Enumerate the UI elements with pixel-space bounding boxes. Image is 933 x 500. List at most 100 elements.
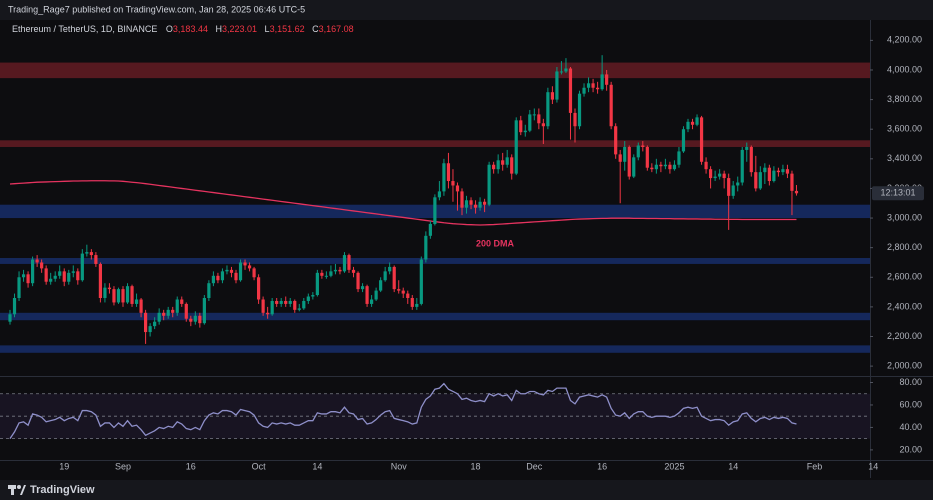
- candle-body: [505, 157, 509, 165]
- candle-body: [483, 201, 487, 205]
- candle-body: [713, 176, 717, 179]
- candle-body: [627, 146, 631, 177]
- candle-body: [279, 300, 283, 304]
- candle-body: [107, 287, 112, 290]
- candle-body: [699, 117, 704, 162]
- candle-body: [672, 164, 677, 170]
- candle-body: [370, 299, 374, 304]
- candle-body: [776, 170, 780, 173]
- candle-body: [487, 164, 491, 205]
- candle-body: [410, 298, 414, 307]
- candle-body: [130, 286, 134, 304]
- candle-body: [315, 272, 319, 296]
- candle-body: [419, 259, 423, 304]
- logo-part: [17, 485, 21, 489]
- candle-body: [365, 286, 369, 304]
- candle-body: [568, 68, 573, 113]
- candle-body: [519, 120, 523, 133]
- ohlc-label: O: [166, 24, 173, 34]
- candle-body: [184, 303, 188, 319]
- countdown: 12:13:01: [880, 188, 915, 198]
- candle-body: [528, 114, 532, 131]
- zone: [0, 62, 870, 79]
- candle-body: [740, 149, 744, 183]
- candle-body: [709, 169, 713, 179]
- candle-body: [80, 253, 84, 281]
- candle-body: [252, 268, 256, 278]
- candle-body: [532, 114, 536, 116]
- candle-body: [609, 84, 613, 127]
- y-tick-label: 2,000.00: [887, 360, 922, 370]
- candle-body: [94, 255, 98, 264]
- candle-body: [397, 289, 401, 291]
- candle-body: [21, 274, 26, 278]
- candle-body: [175, 299, 179, 313]
- candle-body: [492, 164, 496, 170]
- candle-body: [686, 121, 690, 130]
- x-tick-label: Nov: [391, 461, 408, 471]
- candle-body: [338, 269, 342, 272]
- candle-body: [745, 146, 749, 150]
- candle-body: [229, 269, 234, 273]
- candle-body: [324, 275, 328, 277]
- y-tick-label: 4,200.00: [887, 35, 922, 45]
- candle-body: [785, 169, 790, 174]
- candle-body: [171, 309, 175, 313]
- candle-body: [605, 74, 609, 85]
- candle-body: [695, 117, 699, 125]
- symbol: Ethereum / TetherUS, 1D, BINANCE: [12, 24, 157, 34]
- candle-body: [202, 298, 206, 324]
- candle-body: [559, 71, 564, 73]
- candle-body: [379, 280, 383, 291]
- candle-body: [275, 300, 279, 304]
- candle-body: [139, 299, 143, 313]
- candle-body: [216, 275, 220, 281]
- rsi-y-tick-label: 20.00: [899, 444, 922, 454]
- candle-body: [103, 287, 107, 299]
- candle-body: [641, 145, 645, 147]
- candle-body: [573, 112, 577, 127]
- candle-body: [591, 83, 595, 88]
- candle-body: [501, 160, 505, 165]
- candle-body: [681, 129, 686, 152]
- candle-body: [478, 201, 482, 208]
- candle-body: [388, 266, 392, 272]
- candle-body: [98, 263, 102, 299]
- header-bar: [0, 0, 933, 20]
- candle-body: [623, 146, 627, 162]
- candle-body: [763, 167, 767, 173]
- candle-body: [473, 204, 478, 208]
- y-tick-label: 2,200.00: [887, 331, 922, 341]
- candle-body: [76, 271, 80, 281]
- ohlc-value: 3,183.44: [173, 24, 208, 34]
- ohlc-value: 3,151.62: [270, 24, 305, 34]
- candle-body: [157, 312, 161, 322]
- candle-body: [428, 223, 432, 236]
- brand-logo: [8, 485, 26, 495]
- publisher: Trading_Rage7 published on TradingView.c…: [8, 4, 305, 14]
- candle-body: [121, 289, 125, 303]
- candle-body: [333, 269, 338, 272]
- logo-part: [11, 485, 14, 495]
- y-tick-label: 3,000.00: [887, 212, 922, 222]
- brand: TradingView: [30, 484, 95, 496]
- zone: [0, 345, 870, 353]
- candle-body: [288, 300, 292, 304]
- ohlc-label: H: [215, 24, 222, 34]
- x-tick-label: 19: [59, 461, 69, 471]
- candle-body: [198, 315, 202, 324]
- candle-body: [645, 146, 649, 168]
- candle-body: [600, 74, 604, 90]
- candle-body: [659, 164, 663, 167]
- candle-body: [238, 262, 243, 281]
- x-tick-label: Dec: [526, 461, 543, 471]
- candle-body: [225, 269, 229, 272]
- candle-body: [460, 191, 464, 208]
- candle-body: [162, 312, 166, 316]
- candle-body: [731, 185, 735, 196]
- y-tick-label: 3,800.00: [887, 94, 922, 104]
- y-tick-label: 2,400.00: [887, 301, 922, 311]
- candle-body: [514, 120, 518, 174]
